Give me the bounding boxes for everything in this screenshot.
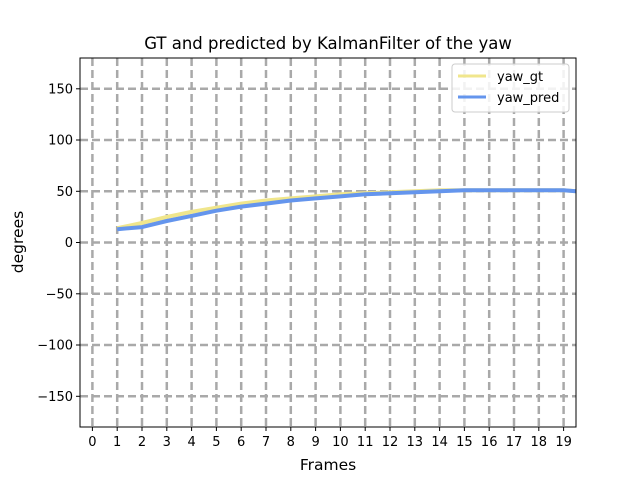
x-tick-label: 8 [287,435,295,450]
x-tick-label: 6 [237,435,245,450]
y-tick-label: 100 [48,134,73,149]
x-tick-label: 12 [382,435,399,450]
x-tick-label: 16 [481,435,498,450]
y-tick-label: 50 [56,185,73,200]
ticks: 0 1 2 3 4 5 6 7 8 9 10 11 12 13 14 15 16 17 18 19−150−100−5… [37,82,572,450]
x-tick-label: 10 [332,435,349,450]
x-tick-label: 7 [262,435,270,450]
y-axis-title: degrees [9,211,27,273]
y-tick-label: 150 [48,82,73,97]
x-tick-label: 19 [555,435,572,450]
series-line-yaw-pred [117,188,577,232]
chart-title: GT and predicted by KalmanFilter of the … [144,34,512,53]
legend-label-yaw-pred: yaw_pred [497,91,559,106]
x-tick-label: 13 [407,435,424,450]
x-tick-label: 0 [88,435,96,450]
y-tick-label: −150 [37,390,73,405]
y-tick-label: 0 [65,236,73,251]
x-axis-title: Frames [300,456,356,474]
x-tick-label: 3 [163,435,171,450]
x-tick-label: 11 [357,435,374,450]
x-tick-label: 9 [311,435,319,450]
y-tick-label: −100 [37,339,73,354]
legend: yaw_gt yaw_pred [451,63,570,113]
x-tick-label: 15 [456,435,473,450]
legend-label-yaw-gt: yaw_gt [497,70,543,85]
x-tick-label: 17 [506,435,523,450]
x-tick-label: 14 [431,435,448,450]
series-layer [116,188,577,232]
x-tick-label: 18 [531,435,548,450]
x-tick-label: 5 [212,435,220,450]
x-tick-label: 1 [113,435,121,450]
x-tick-label: 4 [187,435,195,450]
y-tick-label: −50 [46,287,73,302]
x-tick-label: 2 [138,435,146,450]
